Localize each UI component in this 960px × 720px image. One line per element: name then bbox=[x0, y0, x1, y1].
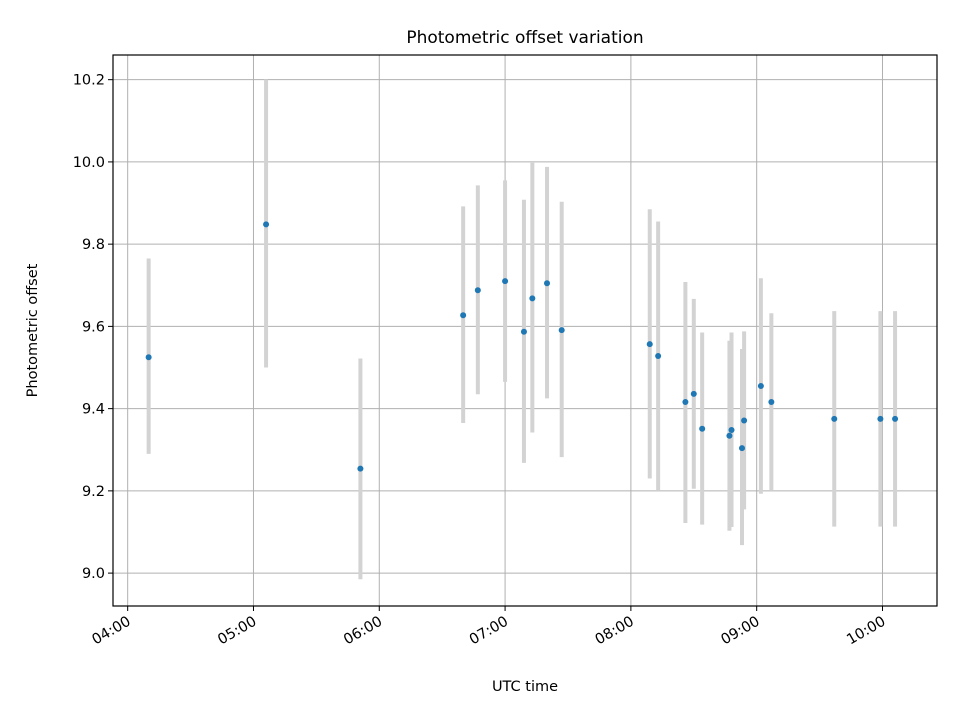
data-point bbox=[892, 415, 899, 422]
data-point bbox=[768, 399, 775, 406]
data-point bbox=[544, 280, 551, 287]
data-point bbox=[145, 354, 152, 361]
y-tick-label: 10.2 bbox=[73, 73, 105, 89]
data-point bbox=[877, 415, 884, 422]
y-axis-ticks: 9.0 9.2 9.4 9.6 9.8 10.0 10.2 bbox=[73, 73, 113, 582]
data-point bbox=[757, 383, 764, 390]
y-tick-label: 9.0 bbox=[82, 566, 105, 582]
error-bars bbox=[146, 79, 898, 580]
grid bbox=[113, 55, 937, 606]
data-point bbox=[529, 295, 536, 302]
y-tick-label: 9.2 bbox=[82, 484, 105, 500]
x-tick-label: 09:00 bbox=[718, 614, 762, 649]
chart-title: Photometric offset variation bbox=[406, 28, 643, 48]
data-point bbox=[831, 415, 838, 422]
data-point bbox=[728, 427, 735, 434]
x-tick-label: 06:00 bbox=[341, 614, 385, 649]
y-tick-label: 9.8 bbox=[82, 237, 105, 253]
data-point bbox=[739, 445, 746, 452]
y-tick-label: 9.6 bbox=[82, 319, 105, 335]
data-point bbox=[520, 328, 527, 335]
x-tick-label: 10:00 bbox=[844, 614, 888, 649]
y-tick-label: 10.0 bbox=[73, 155, 105, 171]
data-point bbox=[558, 327, 565, 334]
x-axis-ticks: 04:00 05:00 06:00 07:00 08:00 09:00 10:00 bbox=[89, 606, 888, 648]
data-point bbox=[690, 390, 697, 397]
data-point bbox=[646, 341, 653, 348]
x-tick-label: 08:00 bbox=[593, 614, 637, 649]
data-point bbox=[263, 221, 270, 228]
data-point bbox=[502, 278, 509, 285]
plot-frame bbox=[112, 54, 938, 607]
data-point bbox=[699, 425, 706, 432]
y-tick-label: 9.4 bbox=[82, 402, 105, 418]
data-point bbox=[474, 287, 481, 294]
data-point bbox=[357, 465, 364, 472]
data-point bbox=[741, 417, 748, 424]
data-points bbox=[145, 221, 899, 472]
data-point bbox=[460, 312, 467, 319]
x-tick-label: 07:00 bbox=[467, 614, 511, 649]
data-point bbox=[655, 352, 662, 359]
y-axis-label: Photometric offset bbox=[25, 263, 41, 397]
data-point bbox=[726, 432, 733, 439]
data-point bbox=[682, 399, 689, 406]
x-tick-label: 05:00 bbox=[215, 614, 259, 649]
x-axis-label: UTC time bbox=[492, 679, 558, 695]
x-tick-label: 04:00 bbox=[89, 614, 133, 649]
